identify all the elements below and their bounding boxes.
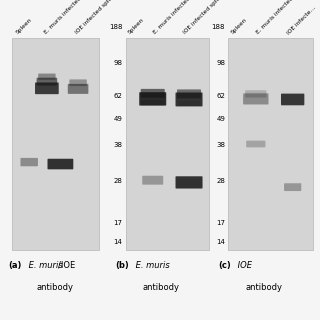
Bar xyxy=(228,38,313,250)
Text: antibody: antibody xyxy=(37,283,74,292)
Text: antibody: antibody xyxy=(245,283,283,292)
FancyBboxPatch shape xyxy=(38,74,56,80)
Text: E. muris: E. muris xyxy=(26,261,63,270)
Text: 62: 62 xyxy=(216,93,225,99)
Text: 49: 49 xyxy=(114,116,123,122)
Text: 14: 14 xyxy=(216,239,225,245)
Text: Spleen: Spleen xyxy=(127,18,145,36)
Text: 188: 188 xyxy=(212,24,225,30)
Text: /IOE: /IOE xyxy=(58,261,76,270)
Bar xyxy=(125,38,209,250)
FancyBboxPatch shape xyxy=(35,83,59,94)
Text: 188: 188 xyxy=(109,24,123,30)
FancyBboxPatch shape xyxy=(175,176,203,188)
Text: 28: 28 xyxy=(216,178,225,184)
Text: IOE infected spleen: IOE infected spleen xyxy=(75,0,119,36)
Text: 62: 62 xyxy=(114,93,123,99)
FancyBboxPatch shape xyxy=(177,89,201,98)
FancyBboxPatch shape xyxy=(175,92,203,107)
Text: 38: 38 xyxy=(216,142,225,148)
Text: 98: 98 xyxy=(216,60,225,66)
Text: 17: 17 xyxy=(216,220,225,226)
Text: IOE: IOE xyxy=(235,261,252,270)
Text: 14: 14 xyxy=(114,239,123,245)
Text: (a): (a) xyxy=(8,261,22,270)
FancyBboxPatch shape xyxy=(142,176,163,185)
FancyBboxPatch shape xyxy=(246,141,265,147)
FancyBboxPatch shape xyxy=(141,100,164,106)
FancyBboxPatch shape xyxy=(243,93,268,104)
FancyBboxPatch shape xyxy=(68,84,88,94)
FancyBboxPatch shape xyxy=(69,79,87,86)
Text: 28: 28 xyxy=(114,178,123,184)
FancyBboxPatch shape xyxy=(139,92,166,106)
FancyBboxPatch shape xyxy=(245,90,267,98)
Text: E. muris infected spleen: E. muris infected spleen xyxy=(255,0,309,36)
FancyBboxPatch shape xyxy=(179,101,199,106)
Bar xyxy=(12,38,99,250)
Text: (c): (c) xyxy=(218,261,231,270)
Text: 38: 38 xyxy=(114,142,123,148)
FancyBboxPatch shape xyxy=(20,158,38,166)
Text: IOE infecte…: IOE infecte… xyxy=(286,5,317,36)
FancyBboxPatch shape xyxy=(36,78,57,85)
Text: antibody: antibody xyxy=(142,283,179,292)
Text: E. muris infected spleen: E. muris infected spleen xyxy=(152,0,206,36)
Text: (b): (b) xyxy=(116,261,129,270)
FancyBboxPatch shape xyxy=(281,94,304,105)
Text: Spleen: Spleen xyxy=(15,18,33,36)
Text: Spleen: Spleen xyxy=(230,18,248,36)
FancyBboxPatch shape xyxy=(141,89,165,98)
Text: E. muris: E. muris xyxy=(132,261,169,270)
Text: E. muris infected spleen: E. muris infected spleen xyxy=(43,0,98,36)
Text: 98: 98 xyxy=(114,60,123,66)
FancyBboxPatch shape xyxy=(47,159,73,169)
Text: 17: 17 xyxy=(114,220,123,226)
FancyBboxPatch shape xyxy=(284,183,301,191)
Text: 49: 49 xyxy=(216,116,225,122)
Text: IOE infected spleen: IOE infected spleen xyxy=(182,0,227,36)
